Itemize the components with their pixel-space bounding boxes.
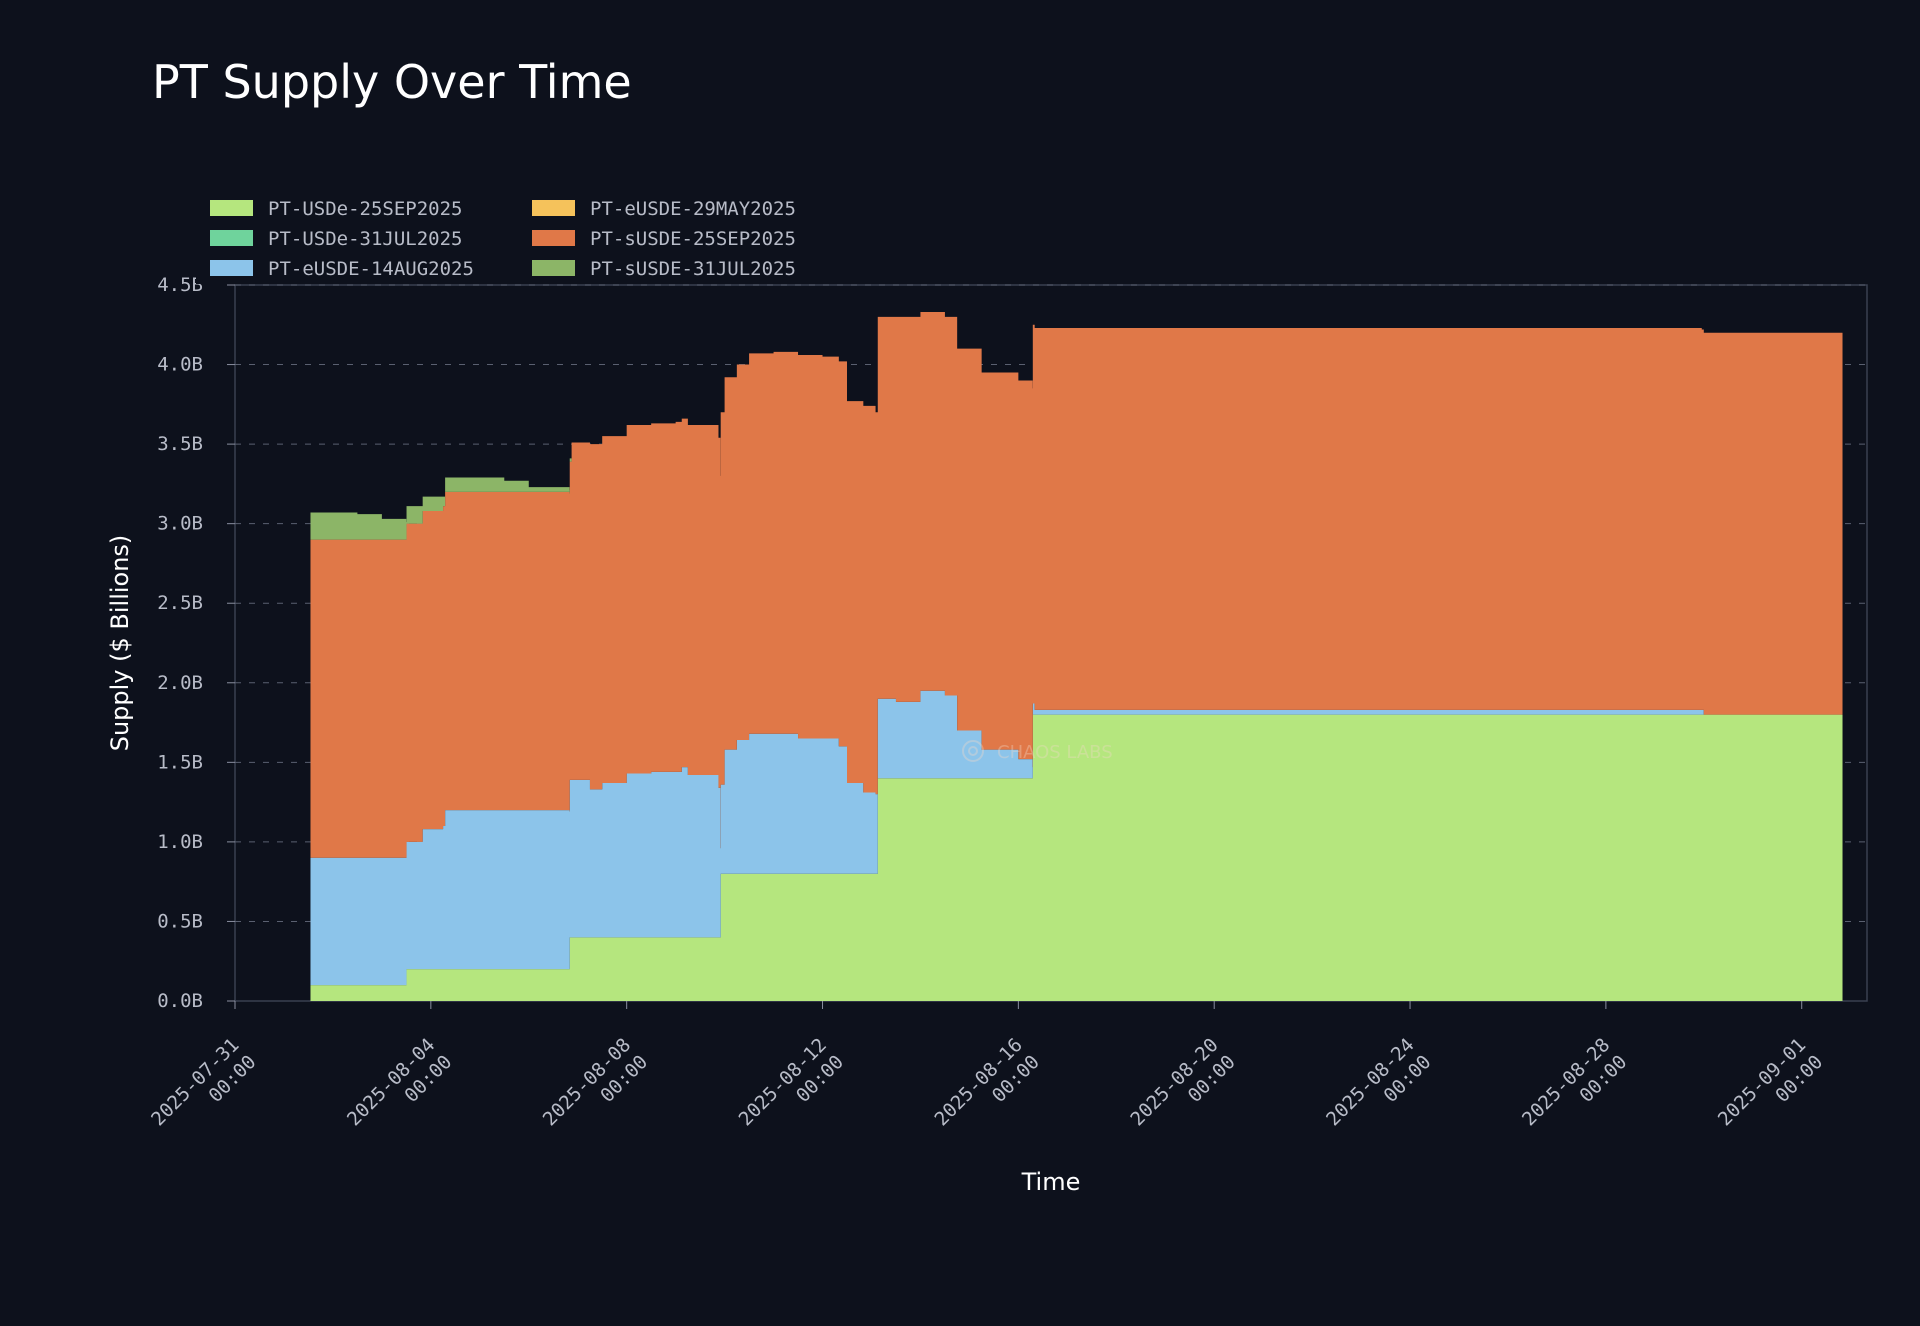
legend-item: PT-sUSDE-31JUL2025 bbox=[532, 258, 796, 280]
legend-label: PT-USDe-31JUL2025 bbox=[268, 228, 462, 250]
watermark-text: CHAOS LABS bbox=[997, 742, 1113, 763]
y-tick-label: 2.5B bbox=[157, 592, 203, 614]
chaos-labs-logo-icon bbox=[962, 740, 984, 762]
legend-swatch bbox=[210, 230, 253, 246]
chart-title: PT Supply Over Time bbox=[152, 55, 632, 109]
area-pt-eusde-14aug2025 bbox=[310, 690, 1843, 986]
x-axis-title: Time bbox=[1021, 1168, 1081, 1196]
legend-swatch bbox=[210, 260, 253, 276]
legend-label: PT-sUSDE-31JUL2025 bbox=[590, 258, 796, 280]
area-pt-usde-25sep2025 bbox=[310, 714, 1843, 1001]
y-axis-title: Supply ($ Billions) bbox=[106, 535, 134, 752]
y-tick-label: 3.0B bbox=[157, 513, 203, 535]
y-tick-label: 3.5B bbox=[157, 433, 203, 455]
legend-item: PT-sUSDE-25SEP2025 bbox=[532, 228, 796, 250]
legend-swatch bbox=[210, 200, 253, 216]
legend-item: PT-USDe-25SEP2025 bbox=[210, 198, 462, 220]
legend-label: PT-eUSDE-14AUG2025 bbox=[268, 258, 474, 280]
legend-swatch bbox=[532, 200, 575, 216]
legend-item: PT-eUSDE-14AUG2025 bbox=[210, 258, 474, 280]
legend: PT-USDe-25SEP2025 PT-USDe-31JUL2025 PT-eUS… bbox=[196, 188, 826, 284]
legend-swatch bbox=[532, 230, 575, 246]
y-tick-label: 4.5B bbox=[157, 274, 203, 296]
legend-background bbox=[196, 188, 826, 284]
watermark: CHAOS LABS bbox=[962, 740, 1113, 763]
y-tick-label: 0.0B bbox=[157, 990, 203, 1012]
legend-label: PT-sUSDE-25SEP2025 bbox=[590, 228, 796, 250]
y-tick-label: 0.5B bbox=[157, 910, 203, 932]
y-tick-label: 4.0B bbox=[157, 354, 203, 376]
legend-item: PT-eUSDE-29MAY2025 bbox=[532, 198, 796, 220]
area-series bbox=[310, 312, 1843, 1001]
y-tick-label: 2.0B bbox=[157, 672, 203, 694]
legend-label: PT-eUSDE-29MAY2025 bbox=[590, 198, 796, 220]
legend-item: PT-USDe-31JUL2025 bbox=[210, 228, 462, 250]
legend-label: PT-USDe-25SEP2025 bbox=[268, 198, 462, 220]
legend-swatch bbox=[532, 260, 575, 276]
y-axis-ticks: 0.0B 0.5B 1.0B 1.5B 2.0B 2.5B 3.0B 3.5B 4.0B 4.5B bbox=[157, 274, 235, 1012]
y-tick-label: 1.0B bbox=[157, 831, 203, 853]
area-pt-susde-25sep2025 bbox=[310, 312, 1843, 858]
y-tick-label: 1.5B bbox=[157, 751, 203, 773]
